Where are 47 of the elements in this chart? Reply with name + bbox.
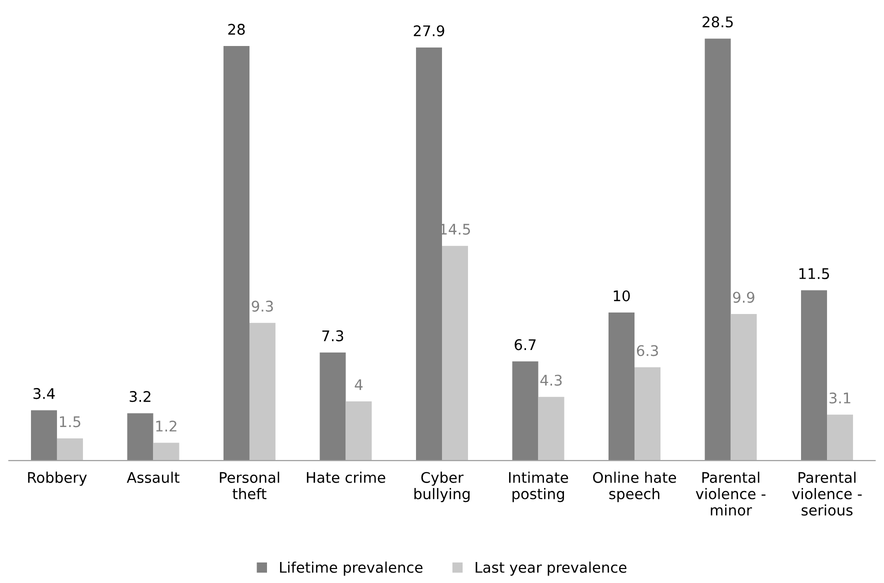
legend-label: Lifetime prevalence — [280, 562, 422, 576]
data-label: 6.3 — [636, 345, 658, 356]
legend-label: Last year prevalence — [476, 562, 626, 576]
data-label: 3.4 — [33, 388, 55, 400]
bar — [153, 442, 180, 461]
x-tick-label: Parental violence - serious — [792, 472, 862, 516]
bar — [512, 361, 538, 461]
data-label: 1.2 — [156, 420, 176, 432]
bar — [249, 322, 276, 461]
x-tick-label: Personal theft — [220, 472, 280, 500]
data-label: 4 — [354, 379, 363, 390]
bar — [30, 410, 57, 461]
x-tick-label: Parental violence - minor — [696, 472, 766, 516]
data-label: 9.9 — [733, 292, 754, 303]
data-label: 6.7 — [514, 339, 536, 350]
data-label: 28 — [228, 24, 245, 35]
bar — [704, 38, 731, 461]
x-tick-label: Online hate speech — [593, 472, 676, 502]
bar — [346, 401, 372, 461]
bar — [730, 314, 757, 461]
bar — [827, 414, 854, 461]
data-label: 28.5 — [702, 16, 733, 28]
data-label: 4.3 — [540, 374, 562, 386]
bar — [801, 290, 828, 461]
bar — [608, 312, 635, 461]
data-label: 11.5 — [799, 268, 829, 280]
bar — [56, 438, 83, 461]
x-tick-label: Cyber bullying — [414, 472, 470, 502]
data-label: 14.5 — [440, 224, 470, 235]
bar — [223, 46, 250, 461]
bar — [320, 352, 346, 461]
data-label: 3.1 — [830, 392, 850, 404]
x-tick-label: Intimate posting — [509, 472, 568, 502]
data-label: 27.9 — [414, 25, 444, 36]
bar — [538, 396, 564, 461]
data-label: 10 — [614, 290, 630, 302]
data-label: 1.5 — [60, 416, 80, 428]
bar — [634, 367, 661, 461]
bar — [416, 47, 442, 461]
x-tick-label: Robbery — [28, 472, 87, 486]
x-tick-label: Assault — [126, 472, 180, 483]
data-label: 3.2 — [130, 391, 150, 402]
data-label: 7.3 — [322, 330, 344, 342]
x-tick-label: Hate crime — [306, 472, 386, 483]
data-label: 9.3 — [252, 300, 273, 312]
bar — [442, 246, 468, 461]
bar — [127, 413, 154, 461]
